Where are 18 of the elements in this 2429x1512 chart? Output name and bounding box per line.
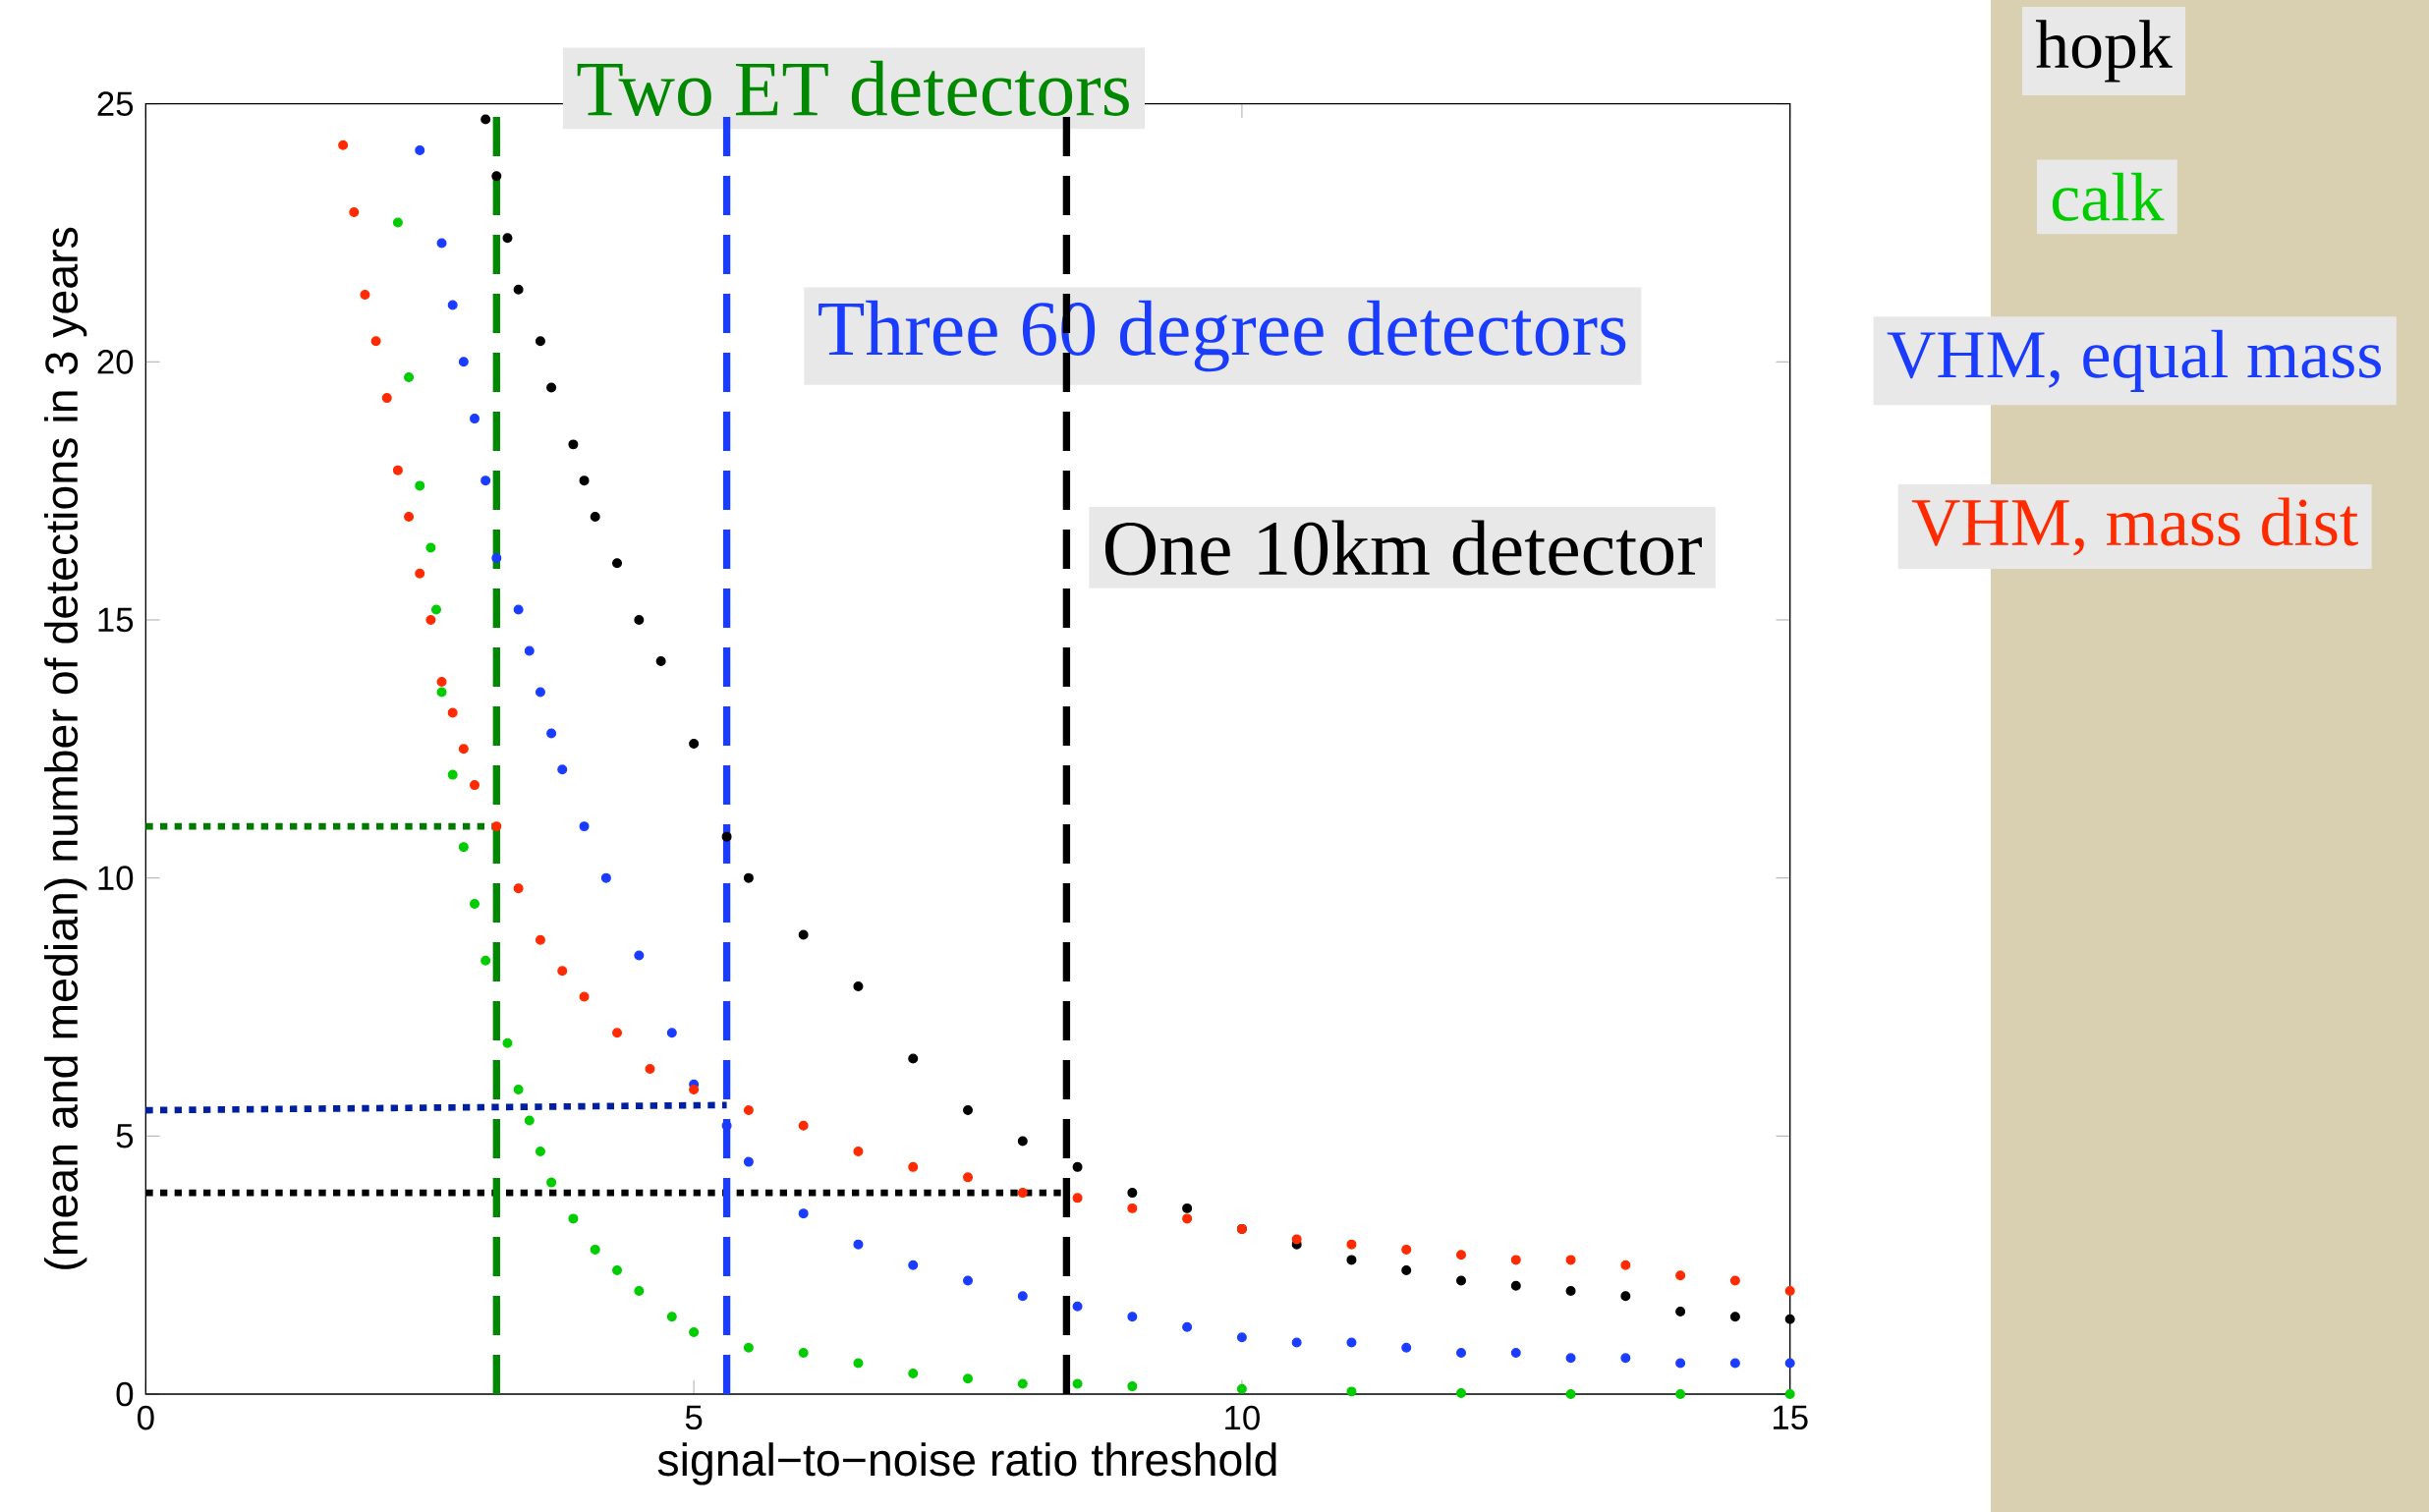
y-tick-label: 0 xyxy=(116,1381,134,1407)
y-tick-label: 5 xyxy=(116,1124,134,1148)
ref-line-label: Two ET detectors xyxy=(577,60,1129,116)
y-tick-label: 20 xyxy=(97,350,134,374)
text: VHM, mass dist xyxy=(1911,497,2358,556)
x-tick-label: 5 xyxy=(685,1405,703,1430)
x-tick-label: 15 xyxy=(1773,1405,1808,1430)
text: hopk xyxy=(2035,20,2173,83)
y-axis-title: (mean and median) number of detections in 3 years xyxy=(44,227,87,1269)
y-tick-label: 25 xyxy=(97,91,134,117)
text: VHM, equal mass xyxy=(1887,329,2381,392)
y-tick-label: 15 xyxy=(98,607,134,633)
ref-line-label: One 10km detector xyxy=(1105,520,1702,576)
x-tick-label: 10 xyxy=(1225,1405,1260,1430)
x-tick-label: 0 xyxy=(137,1405,154,1430)
y-tick-label: 10 xyxy=(98,866,134,891)
x-axis-title: signal−to−noise ratio threshold xyxy=(657,1442,1276,1485)
text: calk xyxy=(2052,172,2165,221)
